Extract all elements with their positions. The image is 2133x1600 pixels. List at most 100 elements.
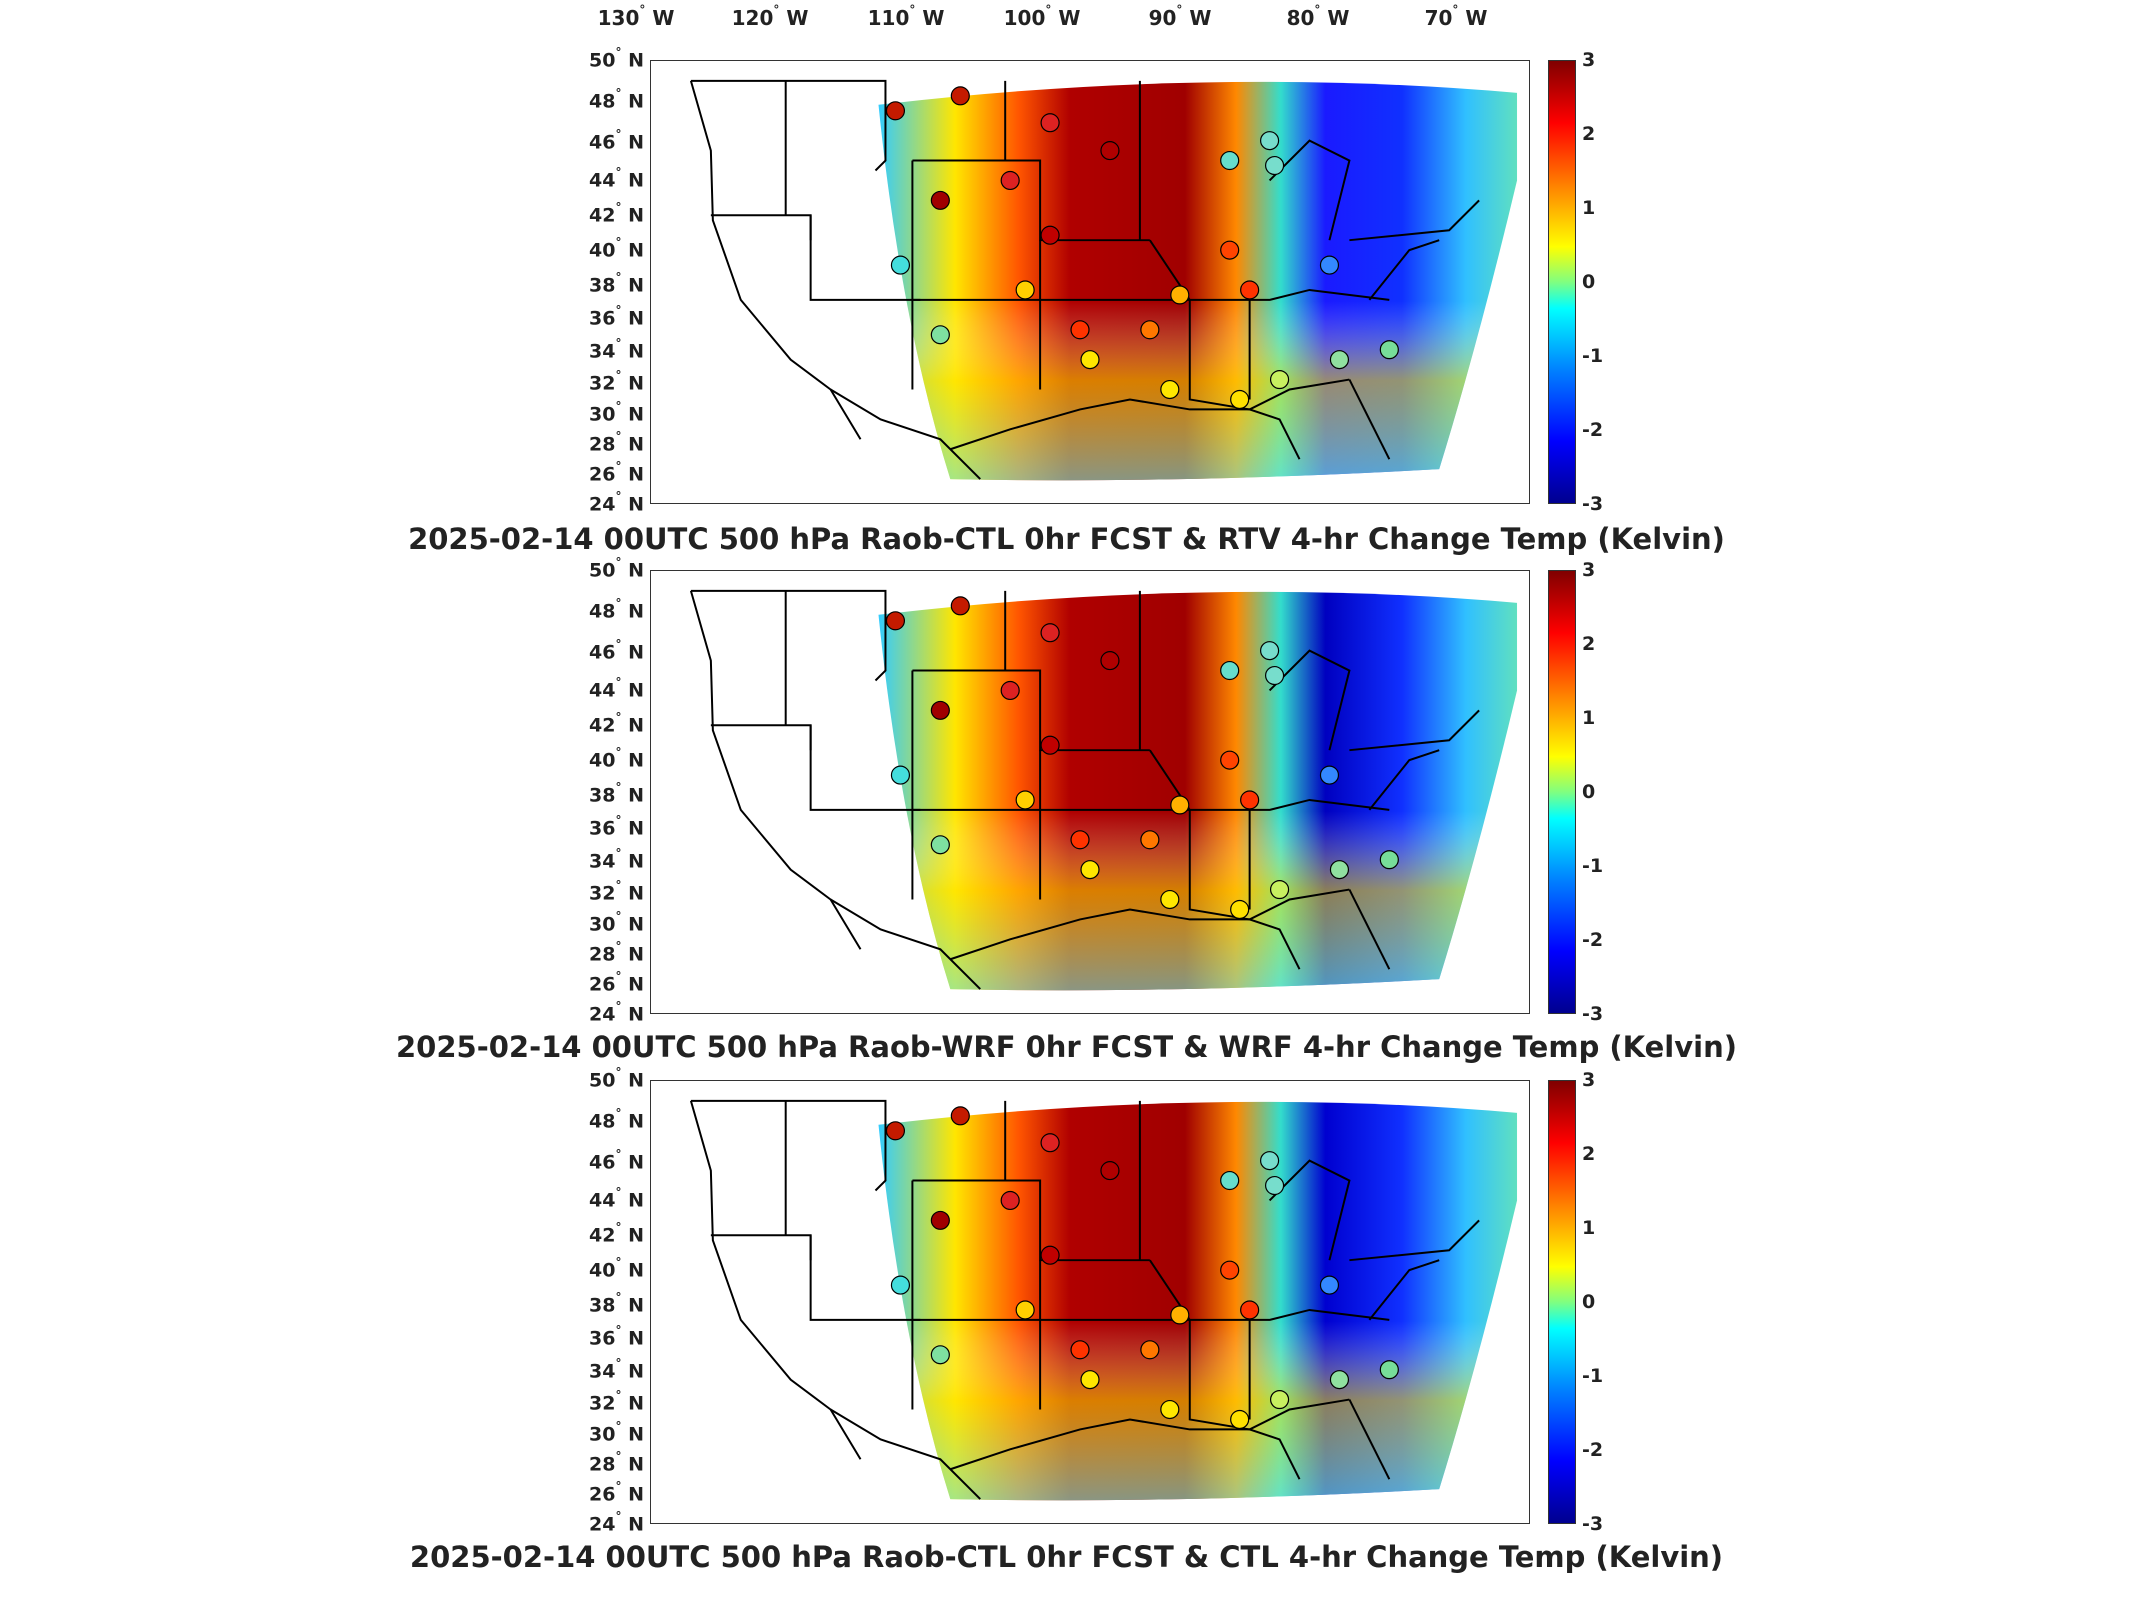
raob-station-marker xyxy=(890,1275,911,1295)
lat-deg: 40 xyxy=(589,749,616,772)
raob-station-marker xyxy=(1100,141,1120,161)
boundary-line xyxy=(1149,1259,1390,1321)
lat-hemi: N xyxy=(628,239,644,262)
raob-station-marker xyxy=(1040,113,1060,133)
raob-station-marker xyxy=(950,86,970,106)
lat-hemi: N xyxy=(628,1423,644,1446)
raob-station-marker xyxy=(1000,170,1020,191)
colorbar-tick-label: 2 xyxy=(1582,123,1596,145)
lat-hemi: N xyxy=(628,493,644,516)
lat-deg: 48 xyxy=(589,1110,616,1133)
lat-hemi: N xyxy=(628,307,644,330)
temperature-field-overlay xyxy=(878,591,1518,991)
latitude-tick-label: 46° N xyxy=(589,127,644,154)
raob-station-marker xyxy=(1220,150,1240,171)
latitude-tick-label: 30° N xyxy=(589,399,644,426)
lat-hemi: N xyxy=(628,973,644,996)
raob-station-marker xyxy=(930,700,950,720)
lat-deg: 30 xyxy=(589,403,616,426)
raob-station-marker xyxy=(1160,379,1180,400)
boundary-line xyxy=(690,589,887,682)
lat-hemi: N xyxy=(628,850,644,873)
boundary-line xyxy=(830,388,981,480)
raob-station-marker xyxy=(1379,1360,1399,1380)
lat-deg: 24 xyxy=(589,1003,616,1026)
lat-deg: 44 xyxy=(589,1189,616,1212)
colorbar-tick-label: -2 xyxy=(1582,929,1604,951)
raob-station-marker xyxy=(1269,370,1290,390)
raob-station-marker xyxy=(1319,765,1340,785)
lat-hemi: N xyxy=(628,559,644,582)
lat-deg: 32 xyxy=(589,372,616,395)
temperature-field-overlay xyxy=(878,81,1518,481)
raob-station-marker xyxy=(1269,880,1290,900)
lat-deg: 50 xyxy=(589,49,616,72)
lat-hemi: N xyxy=(628,403,644,426)
raob-station-marker xyxy=(1379,850,1399,870)
latitude-tick-label: 28° N xyxy=(589,939,644,966)
latitude-tick-label: 50° N xyxy=(589,555,644,582)
raob-station-marker xyxy=(1070,1340,1090,1360)
raob-station-marker xyxy=(950,596,970,616)
raob-station-marker xyxy=(1100,651,1120,671)
raob-station-marker xyxy=(1379,340,1399,360)
raob-station-marker xyxy=(1040,623,1060,643)
latitude-tick-label: 50° N xyxy=(589,1065,644,1092)
lat-hemi: N xyxy=(628,433,644,456)
lat-deg: 32 xyxy=(589,882,616,905)
lat-deg: 44 xyxy=(589,169,616,192)
raob-station-marker xyxy=(1329,860,1350,880)
latitude-tick-label: 40° N xyxy=(589,1255,644,1282)
raob-station-marker xyxy=(1170,1305,1190,1325)
latitude-tick-label: 34° N xyxy=(589,846,644,873)
latitude-tick-label: 30° N xyxy=(589,909,644,936)
lat-hemi: N xyxy=(628,641,644,664)
latitude-tick-label: 36° N xyxy=(589,812,644,840)
lat-hemi: N xyxy=(628,1453,644,1476)
temperature-map xyxy=(650,1080,1530,1524)
colorbar-tick-label: 1 xyxy=(1582,197,1596,219)
lat-hemi: N xyxy=(628,274,644,297)
raob-station-marker xyxy=(1140,320,1160,340)
boundary-line xyxy=(950,398,1301,460)
boundary-line xyxy=(1349,1219,1480,1262)
lat-hemi: N xyxy=(628,1110,644,1133)
lat-deg: 36 xyxy=(589,817,616,840)
lat-deg: 38 xyxy=(589,1294,616,1317)
panel-title: 2025-02-14 00UTC 500 hPa Raob-WRF 0hr FC… xyxy=(395,1030,1737,1064)
raob-station-marker xyxy=(1319,255,1340,275)
raob-station-marker xyxy=(1040,1245,1060,1265)
lat-hemi: N xyxy=(628,1069,644,1092)
raob-station-marker xyxy=(1260,641,1280,661)
panel-title: 2025-02-14 00UTC 500 hPa Raob-CTL 0hr FC… xyxy=(409,1540,1724,1574)
boundary-line xyxy=(690,1099,887,1192)
boundary-line xyxy=(912,159,1150,242)
lat-deg: 40 xyxy=(589,239,616,262)
latitude-axis: 50° N 48° N 46° N 44° N 42° N 40° N 38° N 36° N… xyxy=(560,1065,644,1535)
lat-deg: 38 xyxy=(589,274,616,297)
latitude-tick-label: 46° N xyxy=(589,637,644,664)
colorbar-tick-label: -3 xyxy=(1582,1513,1604,1535)
boundary-line xyxy=(830,1408,981,1500)
lat-deg: 48 xyxy=(589,600,616,623)
latitude-tick-label: 40° N xyxy=(589,745,644,772)
lat-hemi: N xyxy=(628,715,644,738)
raob-station-marker xyxy=(950,1106,970,1126)
raob-station-marker xyxy=(1240,790,1260,810)
boundary-line xyxy=(1039,240,1190,301)
lat-hemi: N xyxy=(628,372,644,395)
boundary-line xyxy=(1348,889,1391,970)
lat-hemi: N xyxy=(628,1392,644,1415)
lat-deg: 42 xyxy=(589,715,616,738)
boundary-line xyxy=(1368,1259,1440,1321)
latitude-tick-label: 44° N xyxy=(589,165,644,192)
longitude-tick-label: 70° W xyxy=(1424,3,1488,30)
longitude-tick-label: 120° W xyxy=(731,3,809,30)
lat-deg: 50 xyxy=(589,1069,616,1092)
lat-hemi: N xyxy=(628,1360,644,1383)
raob-station-marker xyxy=(1319,1275,1340,1295)
colorbar-tick-label: 3 xyxy=(1582,49,1596,71)
latitude-tick-label: 36° N xyxy=(589,302,644,330)
lat-hemi: N xyxy=(628,1225,644,1248)
lat-hemi: N xyxy=(628,1259,644,1282)
